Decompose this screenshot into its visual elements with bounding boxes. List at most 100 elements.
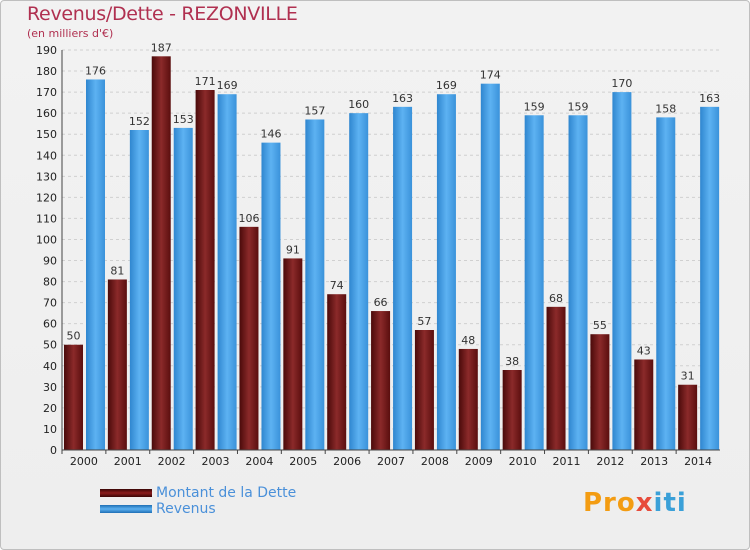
bar-dette <box>151 56 171 450</box>
x-tick-label: 2013 <box>640 455 668 468</box>
data-label-dette: 91 <box>286 243 300 256</box>
proxiti-logo: Proxiti <box>583 488 687 518</box>
y-tick-label: 180 <box>36 65 57 78</box>
y-tick-label: 100 <box>36 233 57 246</box>
data-label-revenus: 158 <box>655 102 676 115</box>
logo-part-2: x <box>635 488 654 518</box>
axes <box>61 50 720 451</box>
bar-revenus <box>349 113 369 450</box>
data-label-dette: 57 <box>417 315 431 328</box>
bar-dette <box>327 294 347 450</box>
data-label-revenus: 163 <box>392 92 413 105</box>
data-label-dette: 68 <box>549 292 563 305</box>
data-label-dette: 66 <box>374 296 388 309</box>
bar-dette <box>502 370 522 450</box>
data-label-revenus: 163 <box>699 92 720 105</box>
x-tick-label: 2006 <box>333 455 361 468</box>
x-tick-label: 2004 <box>245 455 273 468</box>
data-label-revenus: 169 <box>217 79 238 92</box>
data-label-revenus: 152 <box>129 115 150 128</box>
legend-swatch-dette <box>100 489 152 497</box>
logo-part-3: iti <box>653 488 687 518</box>
x-tick-label: 2010 <box>509 455 537 468</box>
bar-revenus <box>700 106 720 450</box>
y-tick-label: 40 <box>43 360 57 373</box>
x-tick-label: 2014 <box>684 455 712 468</box>
y-tick-label: 80 <box>43 276 57 289</box>
bar-revenus <box>173 127 193 450</box>
x-axis-ticks: 2000 2001 2002 2003 2004 2005 2006 2007 2008 2009… <box>61 450 712 468</box>
bar-dette <box>546 306 566 450</box>
y-tick-label: 60 <box>43 318 57 331</box>
x-tick-label: 2005 <box>289 455 317 468</box>
data-label-revenus: 176 <box>85 64 106 77</box>
legend-label-dette: Montant de la Dette <box>156 485 297 501</box>
y-tick-label: 0 <box>50 444 57 457</box>
data-label-dette: 50 <box>67 330 81 343</box>
y-tick-label: 160 <box>36 107 57 120</box>
x-tick-label: 2001 <box>114 455 142 468</box>
bar-revenus <box>568 115 588 451</box>
x-tick-label: 2003 <box>202 455 230 468</box>
bar-dette <box>107 279 127 450</box>
data-label-revenus: 153 <box>173 113 194 126</box>
bar-dette <box>634 359 654 450</box>
y-tick-label: 110 <box>36 212 57 225</box>
gridlines <box>62 49 720 451</box>
y-tick-label: 190 <box>36 44 57 57</box>
bar-dette <box>371 311 391 450</box>
y-tick-label: 90 <box>43 255 57 268</box>
data-label-revenus: 159 <box>524 100 545 113</box>
data-label-dette: 81 <box>110 264 124 277</box>
x-tick-label: 2008 <box>421 455 449 468</box>
data-label-revenus: 174 <box>480 69 501 82</box>
bar-dette <box>64 344 83 450</box>
data-label-dette: 31 <box>681 370 695 383</box>
bar-dette <box>239 226 259 450</box>
logo-part-1: Pro <box>583 488 636 518</box>
data-label-dette: 43 <box>637 344 651 357</box>
bar-revenus <box>129 130 149 450</box>
x-tick-label: 2011 <box>552 455 580 468</box>
bar-revenus <box>86 79 105 450</box>
data-label-revenus: 146 <box>260 128 281 141</box>
bar-dette <box>678 384 698 450</box>
y-tick-label: 50 <box>43 339 57 352</box>
data-label-dette: 187 <box>151 41 172 54</box>
y-tick-label: 170 <box>36 86 57 99</box>
legend-swatch-revenus <box>100 505 152 513</box>
bar-revenus <box>393 106 413 450</box>
y-axis-ticks: 0 10 20 30 40 50 60 70 80 90 100 110 120 130 140 150 160… <box>36 44 57 457</box>
chart-title: Revenus/Dette - REZONVILLE <box>27 3 298 25</box>
data-label-dette: 171 <box>195 75 216 88</box>
y-tick-label: 150 <box>36 128 57 141</box>
bar-revenus <box>436 94 456 451</box>
y-tick-label: 140 <box>36 149 57 162</box>
data-label-revenus: 169 <box>436 79 457 92</box>
legend-label-revenus: Revenus <box>156 501 216 517</box>
data-label-revenus: 157 <box>304 104 325 117</box>
y-tick-label: 70 <box>43 297 57 310</box>
bar-revenus <box>612 92 632 451</box>
y-tick-label: 20 <box>43 402 57 415</box>
data-label-revenus: 159 <box>568 100 589 113</box>
bars <box>64 56 720 451</box>
x-tick-label: 2000 <box>70 455 98 468</box>
bar-revenus <box>261 142 281 450</box>
y-tick-label: 10 <box>43 423 57 436</box>
data-label-dette: 106 <box>238 212 259 225</box>
y-tick-label: 30 <box>43 381 57 394</box>
data-labels: 50 81 187 171 106 91 74 66 57 48 38 68 55 43 31 176 152 1… <box>67 41 721 382</box>
data-label-dette: 74 <box>330 279 344 292</box>
data-label-revenus: 160 <box>348 98 369 111</box>
data-label-dette: 38 <box>505 355 519 368</box>
bar-revenus <box>217 94 237 451</box>
x-tick-label: 2007 <box>377 455 405 468</box>
x-tick-label: 2002 <box>158 455 186 468</box>
data-label-dette: 55 <box>593 319 607 332</box>
bar-dette <box>283 258 303 450</box>
bar-dette <box>458 348 478 450</box>
x-tick-label: 2009 <box>465 455 493 468</box>
bar-dette <box>590 334 610 450</box>
